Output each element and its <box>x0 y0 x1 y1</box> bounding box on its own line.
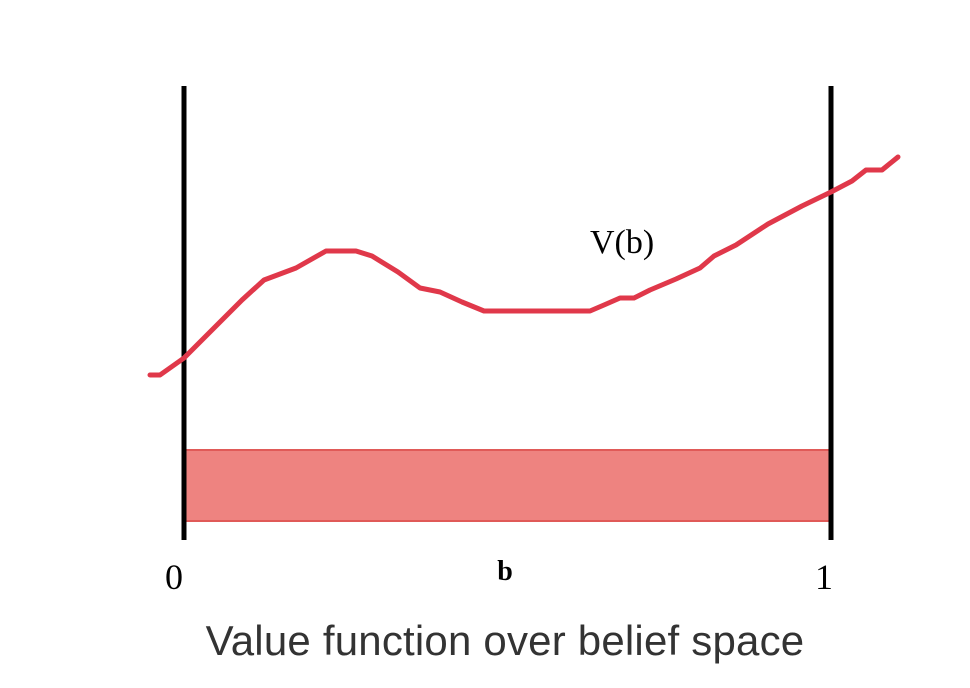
figure-caption: Value function over belief space <box>205 617 805 664</box>
value-function-curve <box>147 154 901 378</box>
cost-band <box>184 449 831 522</box>
axis-label: b <box>497 556 513 587</box>
right-tick-label: 1 <box>815 557 833 597</box>
left-tick-label: 0 <box>165 557 183 597</box>
curve-label: V(b) <box>590 224 654 261</box>
